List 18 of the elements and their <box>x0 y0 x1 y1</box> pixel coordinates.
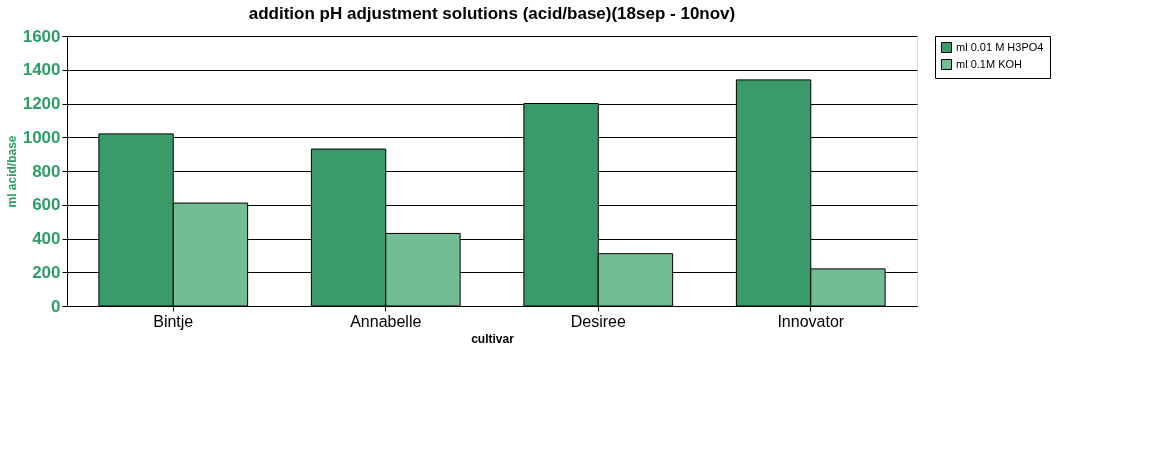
x-tick-label: Bintje <box>153 312 194 330</box>
y-axis-title: ml acid/base <box>4 135 19 208</box>
x-axis-title: cultivar <box>471 331 515 346</box>
y-tick-label: 400 <box>32 229 61 248</box>
y-tick-label: 1400 <box>22 60 61 80</box>
legend-label: ml 0.1M KOH <box>956 57 1023 70</box>
y-tick-label: 800 <box>32 161 61 181</box>
x-tick-label: Desiree <box>570 312 626 330</box>
y-tick-label: 0 <box>51 296 61 316</box>
y-tick-label: 1200 <box>22 94 61 113</box>
chart-title: addition pH adjustment solutions (acid/base)(18sep - 10nov) <box>248 4 736 23</box>
legend-label: ml 0.01 M H3PO4 <box>956 40 1044 53</box>
y-tick-label: 200 <box>32 262 61 282</box>
y-tick-label: 1600 <box>22 26 61 46</box>
x-tick-label: Innovator <box>777 312 845 330</box>
x-tick-label: Annabelle <box>350 312 422 330</box>
y-tick-label: 1000 <box>22 127 61 147</box>
y-tick-label: 600 <box>32 195 61 215</box>
